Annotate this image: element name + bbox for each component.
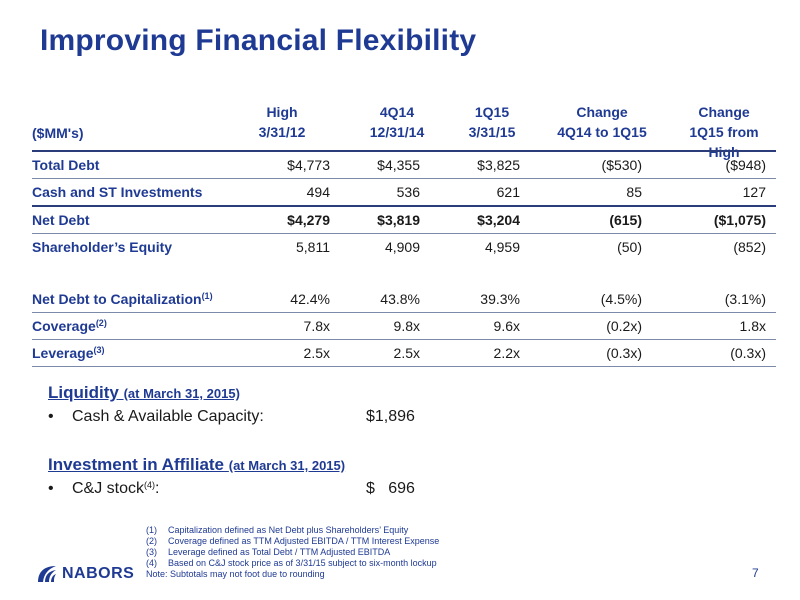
footnotes: (1) Capitalization defined as Net Debt pl… — [146, 525, 439, 580]
column-header-change-from-high: Change 1Q15 from High — [689, 104, 759, 160]
cell-value: $4,279 — [287, 212, 330, 228]
cell-value: 621 — [496, 184, 520, 200]
cell-value: 2.2x — [493, 345, 520, 361]
nabors-logo-icon — [38, 566, 56, 582]
cell-value: (0.3x) — [606, 345, 642, 361]
column-header-1q15: 1Q15 3/31/15 — [468, 104, 516, 140]
cell-value: $3,825 — [477, 157, 520, 173]
bullet: • — [48, 480, 54, 497]
row-label: Leverage(3) — [32, 345, 105, 361]
row-label: Net Debt — [32, 212, 90, 228]
cell-value: 85 — [626, 184, 642, 200]
column-header-high: High 3/31/12 — [258, 104, 306, 140]
cell-value: (3.1%) — [724, 291, 766, 307]
cell-value: (852) — [733, 239, 766, 255]
cell-value: (50) — [617, 239, 642, 255]
cell-value: 494 — [306, 184, 330, 200]
footnote: (3) Leverage defined as Total Debt / TTM … — [146, 547, 391, 557]
liquidity-item-label: Cash & Available Capacity: — [72, 408, 264, 425]
cell-value: 43.8% — [380, 291, 420, 307]
cell-value: $3,204 — [477, 212, 520, 228]
page-number: 7 — [752, 566, 759, 580]
nabors-logo: NABORS — [36, 564, 134, 584]
table-row: Shareholder’s Equity 5,811 4,909 4,959 (… — [32, 233, 776, 260]
cell-value: $4,773 — [287, 157, 330, 173]
column-header-change-4q14-1q15: Change 4Q14 to 1Q15 — [557, 104, 647, 140]
footnote: (2) Coverage defined as TTM Adjusted EBIT… — [146, 536, 440, 546]
cell-value: 9.6x — [493, 318, 520, 334]
cell-value: $3,819 — [377, 212, 420, 228]
column-header-4q14: 4Q14 12/31/14 — [369, 104, 425, 140]
bullet: • — [48, 408, 54, 425]
row-label: Coverage(2) — [32, 318, 107, 334]
cell-value: ($530) — [601, 157, 642, 173]
cell-value: 4,909 — [384, 239, 420, 255]
liquidity-heading: Liquidity (at March 31, 2015) — [48, 383, 240, 402]
table-row: Net Debt $4,279 $3,819 $3,204 (615) ($1,… — [32, 205, 776, 233]
cell-value: 1.8x — [739, 318, 766, 334]
table-row: Cash and ST Investments 494 536 621 85 1… — [32, 178, 776, 205]
liquidity-item: • Cash & Available Capacity: $1,896 — [48, 408, 415, 426]
cell-value: 4,959 — [484, 239, 520, 255]
table-row: Total Debt $4,773 $4,355 $3,825 ($530) (… — [32, 150, 776, 178]
unit-label: ($MM's) — [32, 125, 84, 141]
cell-value: ($948) — [725, 157, 766, 173]
row-label: Cash and ST Investments — [32, 184, 203, 200]
table-row: Leverage(3) 2.5x 2.5x 2.2x (0.3x) (0.3x) — [32, 339, 776, 367]
investment-heading: Investment in Affiliate (at March 31, 20… — [48, 455, 346, 474]
cell-value: (0.3x) — [730, 345, 766, 361]
cell-value: (4.5%) — [600, 291, 642, 307]
cell-value: 5,811 — [296, 239, 330, 255]
logo-text: NABORS — [62, 565, 135, 582]
cell-value: 2.5x — [303, 345, 330, 361]
financial-table: ($MM's) High 3/31/12 4Q14 12/31/14 1Q15 3/3… — [32, 102, 776, 367]
table-row: Net Debt to Capitalization(1) 42.4% 43.8… — [32, 286, 776, 312]
row-label: Net Debt to Capitalization(1) — [32, 291, 213, 307]
footnote: (1) Capitalization defined as Net Debt pl… — [146, 525, 409, 535]
investment-item-label: C&J stock — [72, 480, 145, 497]
cell-value: 9.8x — [393, 318, 420, 334]
footnote-note: Note: Subtotals may not foot due to roun… — [146, 569, 325, 579]
cell-value: ($1,075) — [713, 212, 766, 228]
cell-value: 42.4% — [290, 291, 330, 307]
cell-value: (615) — [609, 212, 642, 228]
cell-value: 536 — [396, 184, 420, 200]
row-label: Shareholder’s Equity — [32, 239, 173, 255]
cell-value: 127 — [742, 184, 766, 200]
cell-value: (0.2x) — [606, 318, 642, 334]
table-row: Coverage(2) 7.8x 9.8x 9.6x (0.2x) 1.8x — [32, 312, 776, 339]
liquidity-item-value: $1,896 — [366, 408, 415, 425]
table-header: ($MM's) High 3/31/12 4Q14 12/31/14 1Q15 3/3… — [32, 102, 776, 160]
cell-value: 39.3% — [480, 291, 520, 307]
table-spacer — [32, 260, 776, 286]
investment-item: • C&J stock(4): $ 696 — [48, 480, 415, 497]
cell-value: 7.8x — [303, 318, 330, 334]
row-label: Total Debt — [32, 157, 100, 173]
cell-value: $4,355 — [377, 157, 420, 173]
footnote: (4) Based on C&J stock price as of 3/31/1… — [146, 558, 437, 568]
cell-value: 2.5x — [393, 345, 420, 361]
page-title: Improving Financial Flexibility — [40, 24, 477, 57]
investment-item-value: $ 696 — [366, 480, 415, 497]
